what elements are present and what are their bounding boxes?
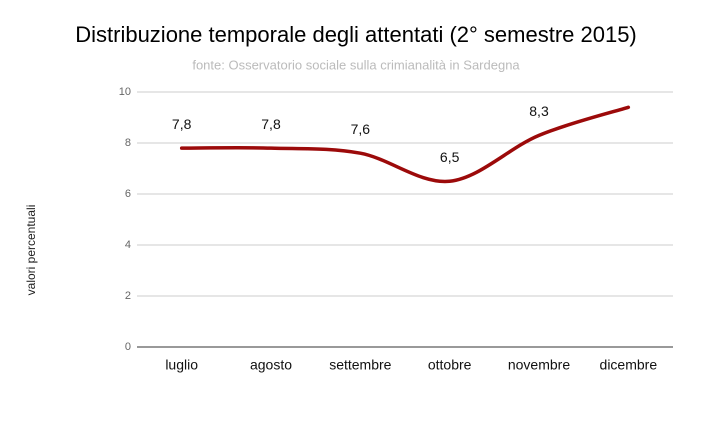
- x-tick-label: agosto: [250, 357, 292, 373]
- y-tick-label: 2: [125, 290, 131, 302]
- y-axis-label: valori percentuali: [24, 205, 38, 296]
- x-tick-label: novembre: [508, 357, 570, 373]
- y-tick-label: 4: [125, 239, 131, 251]
- line-series: [179, 105, 631, 184]
- x-tick-label: ottobre: [428, 357, 472, 373]
- chart-subtitle: fonte: Osservatorio sociale sulla crimia…: [192, 57, 520, 72]
- data-label: 6,5: [440, 149, 460, 165]
- data-label: 8,3: [529, 103, 549, 119]
- y-tick-label: 6: [125, 188, 131, 200]
- x-tick-label: luglio: [165, 357, 198, 373]
- x-tick-label: settembre: [329, 357, 391, 373]
- y-tick-label: 10: [119, 86, 131, 98]
- y-tick-label: 0: [125, 341, 131, 353]
- data-label: 7,8: [261, 116, 281, 132]
- data-label: 7,6: [351, 121, 371, 137]
- data-label: 7,8: [172, 116, 192, 132]
- chart-title: Distribuzione temporale degli attentati …: [75, 22, 637, 47]
- y-tick-label: 8: [125, 137, 131, 149]
- x-tick-label: dicembre: [600, 357, 658, 373]
